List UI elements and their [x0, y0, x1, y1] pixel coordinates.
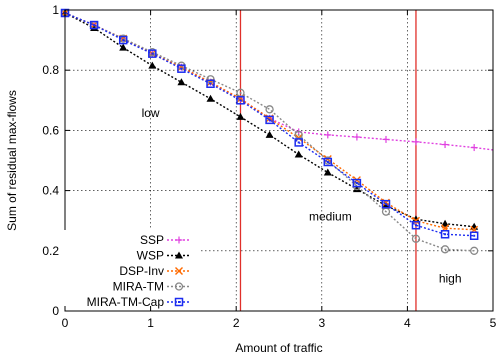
data-point — [441, 141, 449, 149]
y-axis-label: Sum of residual max-flows — [5, 90, 19, 231]
annotation-low: low — [142, 106, 160, 120]
legend-label: MIRA-TM-Cap — [87, 295, 165, 309]
data-point — [441, 219, 450, 227]
annotation-high: high — [439, 271, 462, 285]
data-point — [90, 24, 99, 32]
data-point — [353, 133, 361, 141]
data-point — [469, 231, 479, 240]
y-axis-ticks: 0 0.2 0.4 0.6 0.8 1 — [42, 3, 493, 318]
data-point — [294, 150, 303, 158]
legend-label: WSP — [137, 249, 164, 263]
data-point — [382, 135, 390, 143]
legend-marker — [175, 267, 183, 275]
data-point — [119, 43, 128, 51]
x-tick-label: 5 — [490, 316, 496, 330]
data-point — [236, 112, 245, 120]
series-mira-tm-cap — [60, 8, 479, 240]
data-point — [412, 138, 420, 146]
annotations: low medium high — [142, 106, 462, 286]
legend-label: MIRA-TM — [113, 280, 164, 294]
data-point — [440, 229, 450, 239]
legend-marker — [175, 251, 183, 259]
series-line — [64, 12, 494, 151]
data-point — [118, 35, 128, 45]
legend-marker — [174, 282, 184, 291]
series-line — [64, 12, 475, 237]
data-point — [265, 105, 274, 114]
series-line — [64, 12, 475, 252]
data-point — [411, 220, 421, 230]
legend-label: DSP-Inv — [119, 264, 164, 278]
data-point — [323, 168, 332, 176]
x-tick-label: 3 — [318, 316, 325, 330]
y-tick-label: 1 — [52, 3, 59, 17]
series-lines — [60, 8, 494, 255]
y-tick-label: 0.8 — [42, 63, 59, 77]
x-axis-ticks: 0 1 2 3 4 5 — [62, 10, 496, 330]
data-point — [470, 246, 479, 255]
data-point — [177, 64, 186, 73]
data-point — [148, 61, 157, 69]
legend-background — [64, 230, 200, 306]
data-point — [265, 130, 274, 138]
legend-label: SSP — [140, 233, 164, 247]
data-point — [411, 215, 420, 223]
data-point — [294, 138, 303, 147]
data-point — [324, 131, 332, 139]
legend-marker — [174, 297, 184, 307]
x-tick-label: 4 — [404, 316, 411, 330]
y-tick-label: 0.4 — [42, 184, 59, 198]
data-point — [411, 234, 421, 243]
data-point — [352, 185, 361, 193]
y-tick-label: 0 — [52, 304, 59, 318]
data-point — [236, 96, 245, 105]
data-point — [177, 78, 186, 86]
x-tick-label: 0 — [62, 316, 69, 330]
data-point — [206, 94, 215, 102]
data-point — [470, 144, 478, 152]
data-point — [323, 157, 333, 167]
plot-frame — [64, 9, 494, 312]
y-tick-label: 0.2 — [42, 244, 59, 258]
data-point — [206, 75, 215, 84]
y-tick-label: 0.6 — [42, 123, 59, 137]
data-point — [352, 178, 362, 188]
data-point — [381, 199, 391, 209]
grid-lines — [65, 10, 493, 311]
legend-marker — [175, 236, 183, 244]
series-ssp — [61, 9, 494, 152]
data-point — [265, 115, 274, 125]
series-line — [64, 12, 475, 231]
data-point — [89, 20, 99, 30]
x-axis-label: Amount of traffic — [235, 341, 322, 355]
x-tick-label: 1 — [147, 316, 154, 330]
annotation-medium: medium — [309, 210, 352, 224]
data-point — [440, 245, 450, 254]
vertical-markers — [239, 10, 417, 311]
data-point — [148, 49, 157, 58]
x-tick-label: 2 — [233, 316, 240, 330]
data-point — [206, 79, 215, 88]
